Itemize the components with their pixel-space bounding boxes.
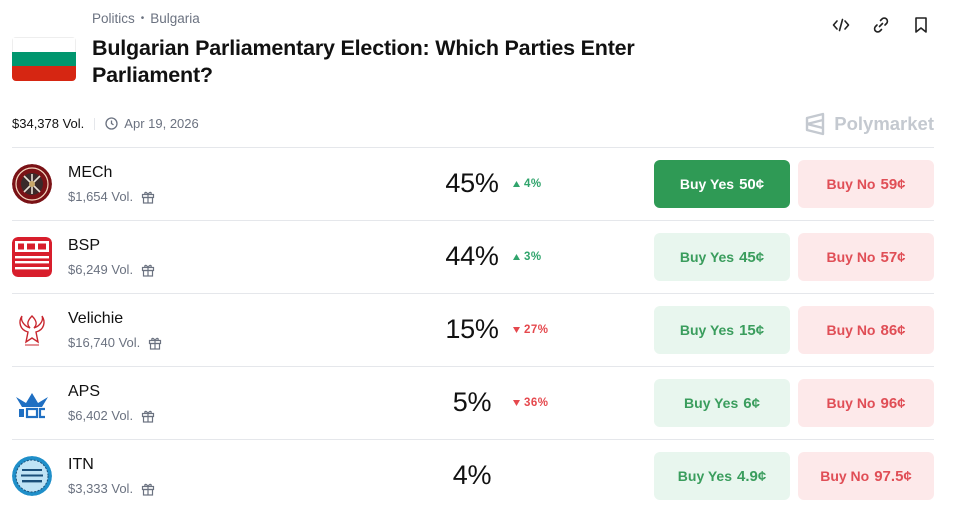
triangle-down-icon: [513, 400, 520, 406]
change-indicator: 3%: [512, 251, 542, 263]
buy-yes-button[interactable]: Buy Yes 15¢: [654, 306, 790, 354]
bulgaria-flag: [12, 37, 76, 81]
change-indicator: 27%: [512, 324, 549, 336]
buy-yes-price: 50¢: [739, 175, 765, 193]
triangle-up-icon: [513, 181, 520, 187]
outcome-volume: $16,740 Vol.: [68, 335, 162, 350]
buy-yes-button[interactable]: Buy Yes 6¢: [654, 379, 790, 427]
outcome-probability: 44%: [445, 241, 499, 271]
gift-icon[interactable]: [141, 263, 155, 277]
gift-icon[interactable]: [148, 336, 162, 350]
outcome-probability: 4%: [452, 460, 492, 490]
buy-no-label: Buy No: [826, 322, 876, 338]
buy-no-price: 97.5¢: [874, 467, 912, 485]
buy-no-price: 59¢: [880, 175, 906, 193]
buy-no-price: 57¢: [880, 248, 906, 266]
buy-yes-label: Buy Yes: [679, 322, 735, 338]
breadcrumb: Politics • Bulgaria: [92, 11, 200, 26]
toolbar: [830, 14, 932, 36]
outcome-row-aps[interactable]: APS $6,402 Vol. 5% 36% Buy Yes 6¢ Buy No…: [12, 366, 934, 439]
outcome-name: Velichie: [68, 310, 124, 327]
buy-no-button[interactable]: Buy No 86¢: [798, 306, 934, 354]
gift-icon[interactable]: [141, 190, 155, 204]
change-value: 27%: [524, 324, 549, 336]
outcome-name: ITN: [68, 456, 94, 473]
outcome-volume-text: $6,249 Vol.: [68, 262, 134, 277]
buy-no-button[interactable]: Buy No 57¢: [798, 233, 934, 281]
buy-no-price: 96¢: [880, 394, 906, 412]
outcome-volume: $3,333 Vol.: [68, 481, 155, 496]
buy-no-button[interactable]: Buy No 96¢: [798, 379, 934, 427]
buy-yes-label: Buy Yes: [679, 249, 735, 265]
change-value: 4%: [524, 178, 542, 190]
buy-yes-button[interactable]: Buy Yes 45¢: [654, 233, 790, 281]
buy-yes-price: 45¢: [739, 248, 765, 266]
change-value: 36%: [524, 397, 549, 409]
link-icon[interactable]: [870, 14, 892, 36]
buy-no-price: 86¢: [880, 321, 906, 339]
outcome-volume: $1,654 Vol.: [68, 189, 155, 204]
change-value: 3%: [524, 251, 542, 263]
outcome-probability: 15%: [445, 314, 499, 344]
total-volume: $34,378 Vol.: [12, 116, 85, 131]
buy-yes-label: Buy Yes: [679, 176, 735, 192]
outcome-row-bsp[interactable]: BSP $6,249 Vol. 44% 3% Buy Yes 45¢ Buy N…: [12, 220, 934, 293]
outcome-name: BSP: [68, 237, 101, 254]
buy-no-button[interactable]: Buy No 97.5¢: [798, 452, 934, 500]
mech-logo: [12, 164, 52, 204]
buy-yes-label: Buy Yes: [677, 468, 733, 484]
buy-yes-price: 4.9¢: [737, 467, 767, 485]
aps-logo: [12, 383, 52, 423]
bookmark-icon[interactable]: [910, 14, 932, 36]
buy-no-label: Buy No: [826, 176, 876, 192]
itn-logo: [12, 456, 52, 496]
buy-yes-button[interactable]: Buy Yes 4.9¢: [654, 452, 790, 500]
polymarket-logo-icon: [806, 112, 825, 136]
outcome-name: APS: [68, 383, 101, 400]
change-indicator: 4%: [512, 178, 542, 190]
breadcrumb-separator: •: [140, 13, 145, 24]
buy-yes-price: 15¢: [739, 321, 765, 339]
outcome-volume: $6,249 Vol.: [68, 262, 155, 277]
outcome-row-velichie[interactable]: Velichie $16,740 Vol. 15% 27% Buy Yes 15…: [12, 293, 934, 366]
bsp-logo: [12, 237, 52, 277]
outcome-volume-text: $3,333 Vol.: [68, 481, 134, 496]
gift-icon[interactable]: [141, 409, 155, 423]
market-title: Bulgarian Parliamentary Election: Which …: [92, 36, 635, 87]
code-icon[interactable]: [830, 14, 852, 36]
polymarket-logo: Polymarket: [804, 112, 934, 136]
divider: [94, 117, 96, 130]
buy-yes-price: 6¢: [743, 394, 760, 412]
outcome-volume: $6,402 Vol.: [68, 408, 155, 423]
outcome-probability: 45%: [445, 168, 499, 198]
buy-no-button[interactable]: Buy No 59¢: [798, 160, 934, 208]
buy-no-label: Buy No: [826, 249, 876, 265]
buy-yes-button[interactable]: Buy Yes 50¢: [654, 160, 790, 208]
gift-icon[interactable]: [141, 482, 155, 496]
triangle-up-icon: [513, 254, 520, 260]
outcome-name: MECh: [68, 164, 113, 181]
outcome-row-itn[interactable]: ITN $3,333 Vol. 4% Buy Yes 4.9¢ Buy No 9…: [12, 439, 934, 512]
buy-yes-label: Buy Yes: [684, 395, 739, 411]
outcomes-list: MECh $1,654 Vol. 45% 4% Buy Yes 50¢ Buy …: [12, 147, 934, 512]
outcome-row-mech[interactable]: MECh $1,654 Vol. 45% 4% Buy Yes 50¢ Buy …: [12, 147, 934, 220]
breadcrumb-bulgaria[interactable]: Bulgaria: [150, 11, 200, 26]
velichie-logo: [12, 310, 52, 350]
triangle-down-icon: [513, 327, 520, 333]
outcome-volume-text: $1,654 Vol.: [68, 189, 134, 204]
breadcrumb-politics[interactable]: Politics: [92, 11, 135, 26]
outcome-probability: 5%: [452, 387, 492, 417]
buy-no-label: Buy No: [820, 468, 870, 484]
end-date-text: Apr 19, 2026: [124, 116, 199, 131]
outcome-volume-text: $16,740 Vol.: [68, 335, 141, 350]
end-date: Apr 19, 2026: [105, 116, 199, 131]
clock-icon: [105, 117, 118, 130]
polymarket-logo-text: Polymarket: [834, 113, 934, 134]
market-meta: $34,378 Vol. Apr 19, 2026: [12, 116, 199, 131]
change-indicator: 36%: [512, 397, 549, 409]
buy-no-label: Buy No: [826, 395, 876, 411]
outcome-volume-text: $6,402 Vol.: [68, 408, 134, 423]
